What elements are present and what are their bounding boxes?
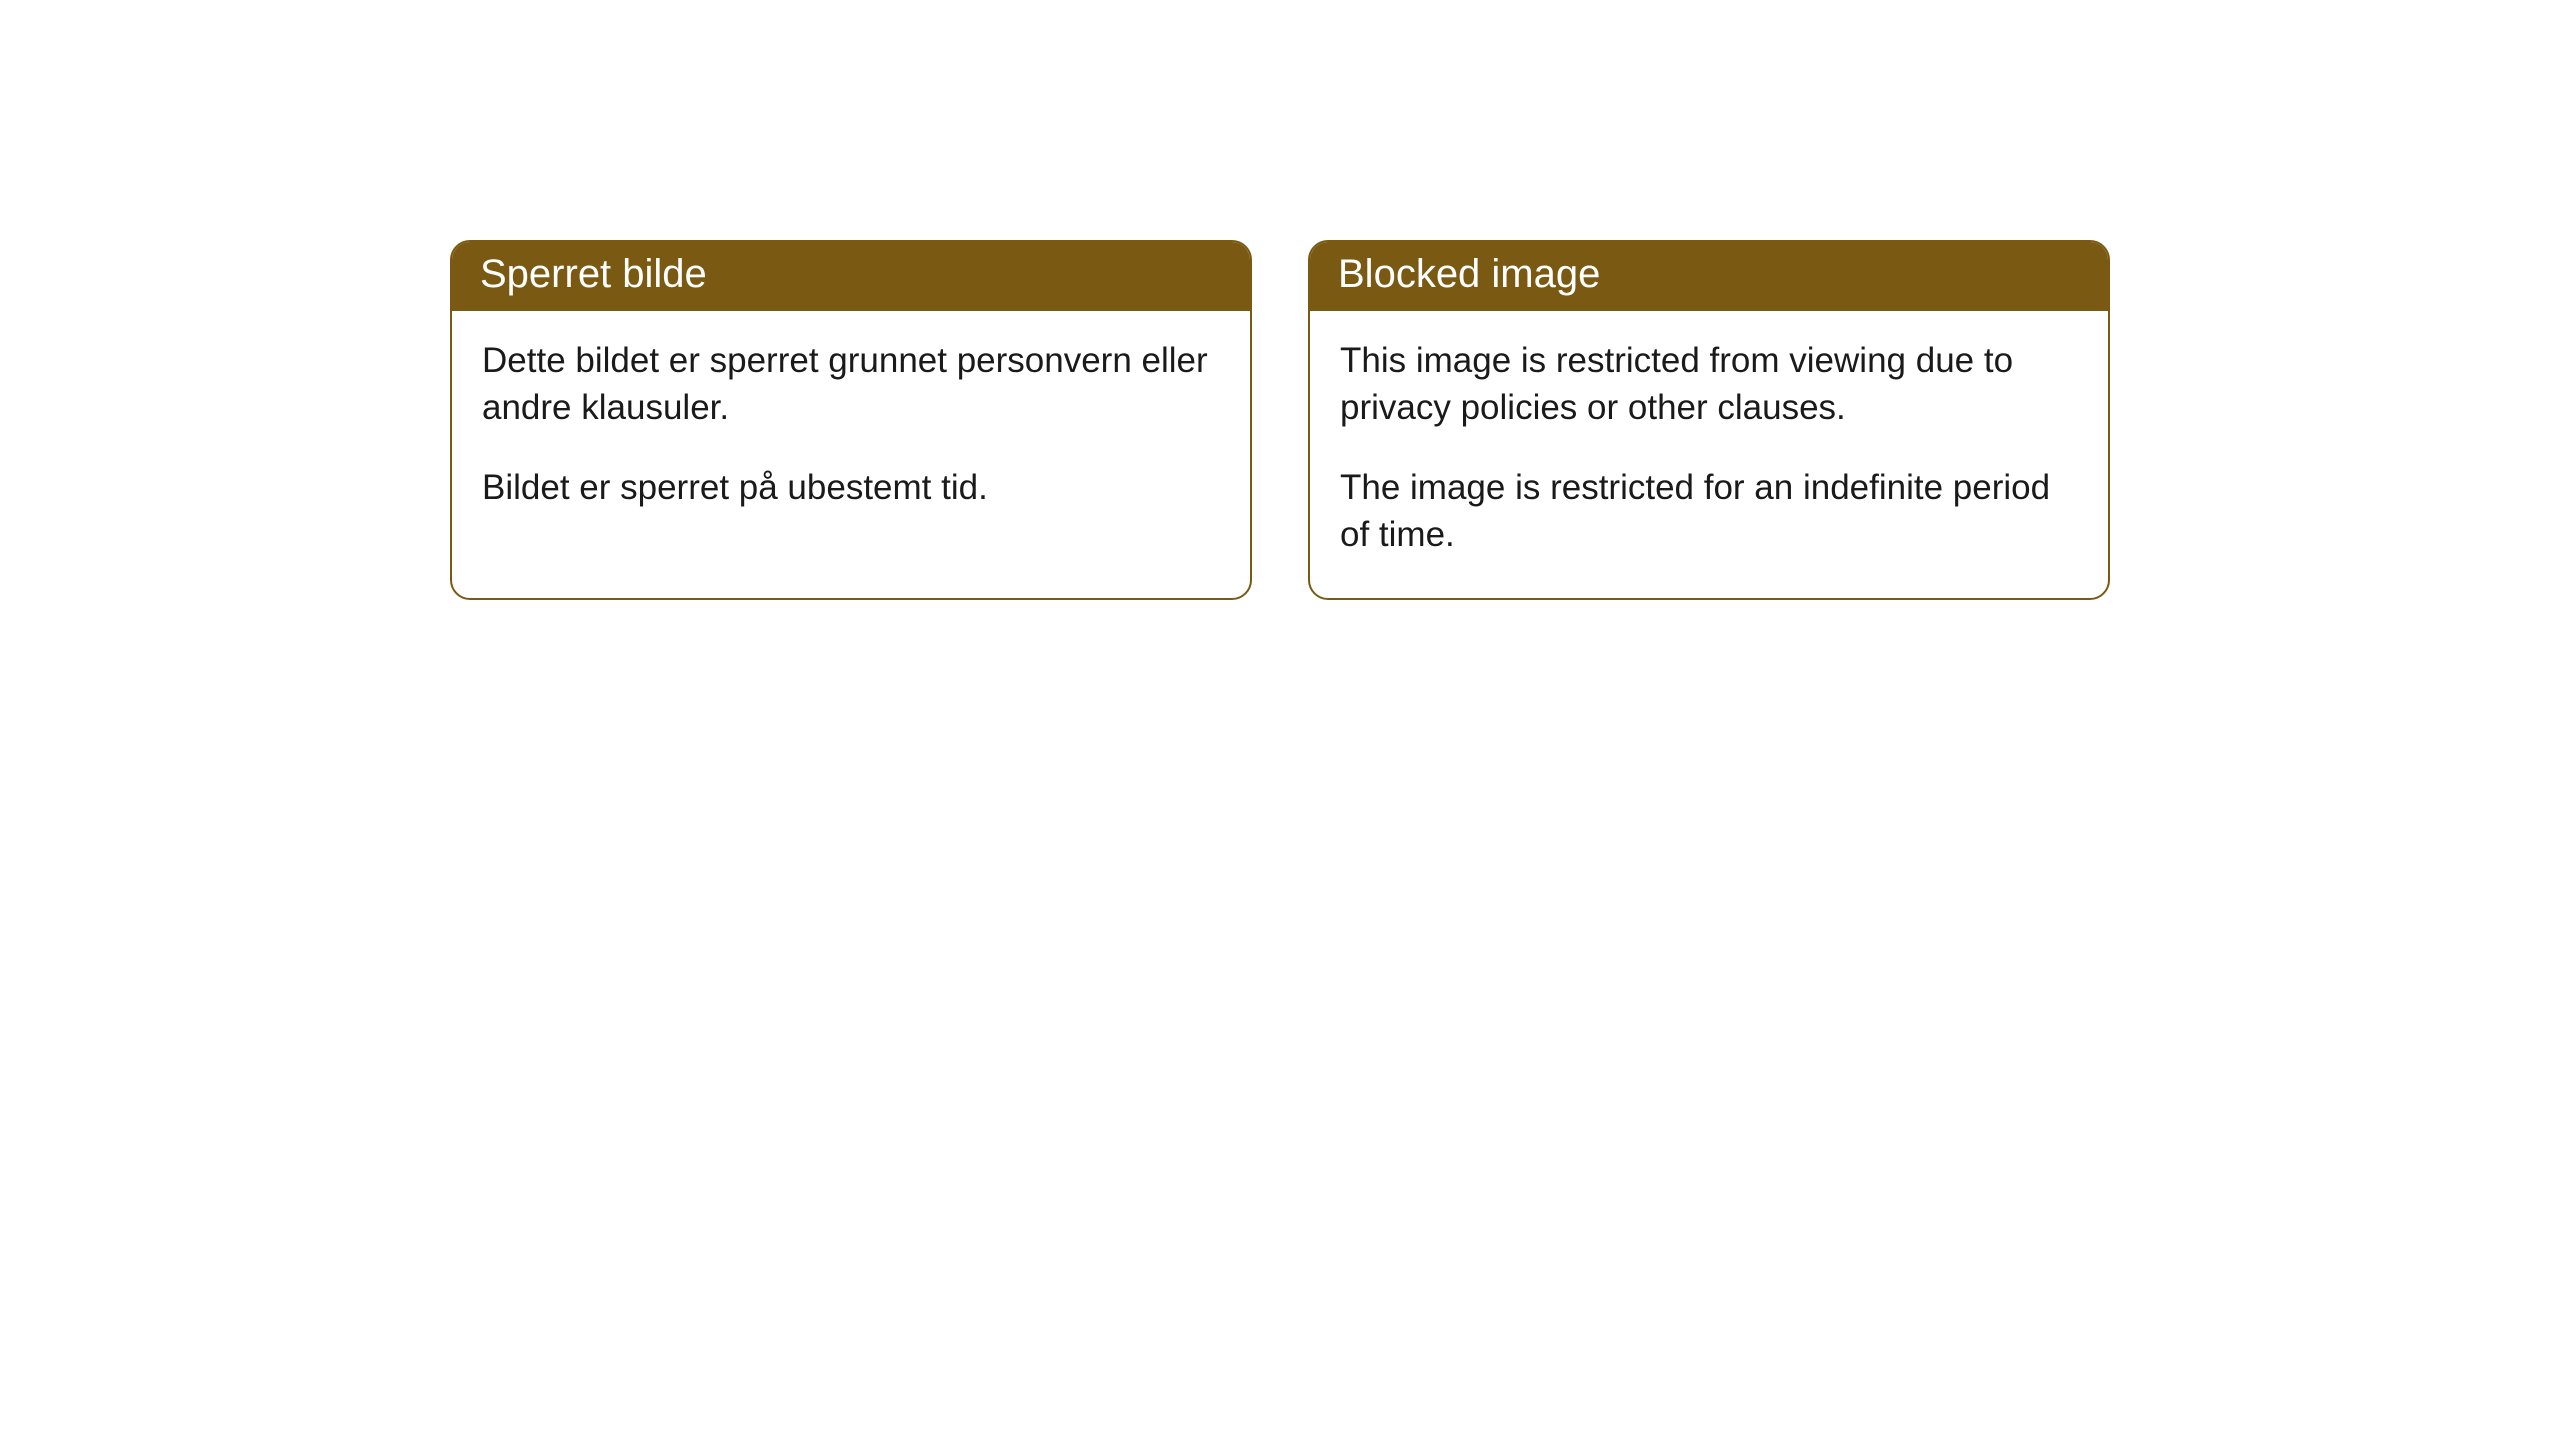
card-header: Blocked image	[1310, 242, 2108, 311]
card-paragraph: Bildet er sperret på ubestemt tid.	[482, 464, 1220, 511]
blocked-image-card-en: Blocked image This image is restricted f…	[1308, 240, 2110, 600]
card-header: Sperret bilde	[452, 242, 1250, 311]
card-body: Dette bildet er sperret grunnet personve…	[452, 311, 1250, 551]
card-paragraph: This image is restricted from viewing du…	[1340, 337, 2078, 432]
cards-container: Sperret bilde Dette bildet er sperret gr…	[0, 0, 2560, 840]
card-paragraph: The image is restricted for an indefinit…	[1340, 464, 2078, 559]
card-paragraph: Dette bildet er sperret grunnet personve…	[482, 337, 1220, 432]
card-body: This image is restricted from viewing du…	[1310, 311, 2108, 598]
blocked-image-card-no: Sperret bilde Dette bildet er sperret gr…	[450, 240, 1252, 600]
card-title: Blocked image	[1338, 252, 1600, 296]
card-title: Sperret bilde	[480, 252, 707, 296]
